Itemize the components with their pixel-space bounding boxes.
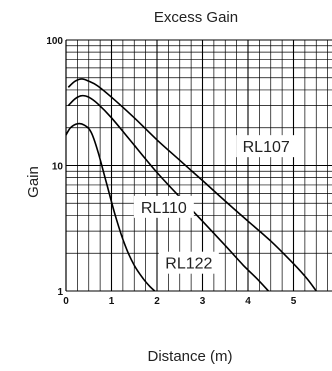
series-label-group: RL110 bbox=[133, 195, 194, 218]
series-label-bg bbox=[133, 195, 194, 218]
series-line-rl122 bbox=[65, 122, 156, 292]
y-tick-label: 100 bbox=[46, 36, 63, 47]
chart-title: Excess Gain bbox=[154, 9, 238, 26]
x-tick-label: 3 bbox=[200, 296, 206, 307]
series-line-rl107 bbox=[67, 78, 317, 292]
series-labels: RL107 RL110 RL122 bbox=[133, 135, 297, 274]
x-tick-label: 1 bbox=[109, 296, 115, 307]
series-label-group: RL107 bbox=[236, 135, 297, 158]
y-tick-labels: 1 10 100 bbox=[46, 36, 63, 298]
y-axis-label: Gain bbox=[25, 166, 42, 198]
curves bbox=[65, 78, 317, 292]
x-tick-labels: 0123456 bbox=[63, 296, 297, 307]
series-label-group: RL122 bbox=[158, 251, 219, 274]
x-tick-label: 5 bbox=[291, 296, 297, 307]
series-label-rl110: RL110 bbox=[141, 200, 187, 217]
y-tick-label: 1 bbox=[57, 287, 63, 298]
x-tick-label: 4 bbox=[245, 296, 251, 307]
grid bbox=[65, 39, 332, 292]
series-label-rl107: RL107 bbox=[243, 139, 290, 156]
x-tick-label: 0 bbox=[63, 296, 69, 307]
series-line-rl110 bbox=[67, 94, 270, 292]
series-label-rl122: RL122 bbox=[165, 256, 212, 273]
series-label-bg bbox=[236, 135, 297, 158]
y-tick-label: 10 bbox=[52, 162, 64, 173]
x-axis-label: Distance (m) bbox=[147, 348, 232, 365]
series-label-bg bbox=[158, 251, 219, 274]
x-tick-label: 2 bbox=[154, 296, 160, 307]
